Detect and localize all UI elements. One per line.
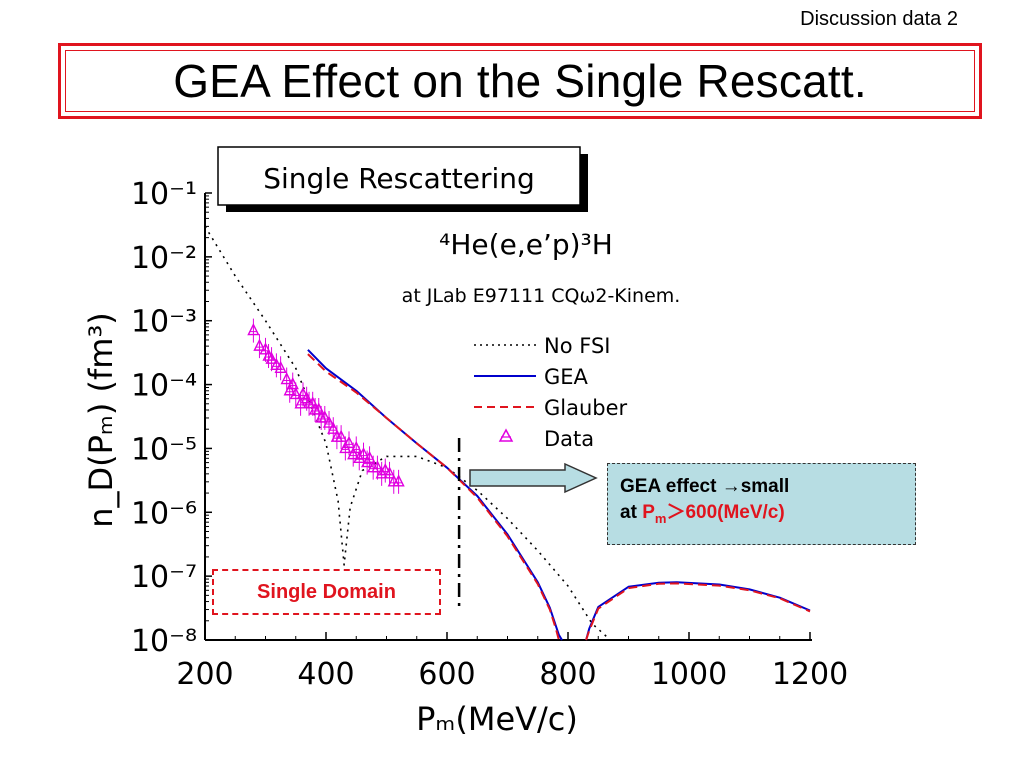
gea-effect-callout: GEA effect →small at Pm＞600(MeV/c) [607,463,916,545]
x-tick-group: 200 400 600 800 1000 1200 [176,632,848,692]
x-tick-label: 1200 [772,657,848,692]
callout-line-1: GEA effect →small [620,476,790,497]
y-tick-group: 10⁻¹ 10⁻² 10⁻³ 10⁻⁴ 10⁻⁵ 10⁻⁶ 10⁻⁷ 10⁻⁸ [131,177,212,659]
single-domain-box: Single Domain [212,569,441,615]
legend-label-no-fsi: No FSI [544,334,610,358]
kinematics-label: at JLab E97111 CQω2-Kinem. [402,285,681,307]
data-point-marker [247,318,260,343]
slide-title: GEA Effect on the Single Rescatt. [173,55,867,107]
single-domain-label: Single Domain [257,580,396,603]
panel-title-group: Single Rescattering [217,146,588,212]
y-axis-label: n_D(Pₘ) (fm³) [82,312,120,528]
y-tick-label: 10⁻⁴ [131,369,197,404]
legend-label-gea: GEA [544,365,589,389]
x-tick-label: 600 [418,657,475,692]
x-axis-label: Pₘ(MeV/c) [416,700,578,738]
callout-line-2: at Pm＞600(MeV/c) [620,500,903,532]
x-tick-label: 1000 [651,657,727,692]
x-tick-label: 200 [176,657,233,692]
y-tick-label: 10⁻⁶ [131,496,197,531]
legend-label-glauber: Glauber [544,396,628,420]
data-point-marker [289,382,302,407]
data-point-marker [265,347,278,372]
legend-label-data: Data [544,427,594,451]
data-point-marker [342,431,356,456]
data-point-marker [363,446,376,471]
slide-number-label: Discussion data 2 [800,8,958,30]
panel-title: Single Rescattering [263,162,535,195]
y-tick-label: 10⁻¹ [131,177,197,212]
x-tick-label: 400 [297,657,354,692]
data-point-marker [253,334,266,359]
y-tick-label: 10⁻³ [131,305,197,340]
data-point-marker [392,469,405,494]
legend: No FSI GEA Glauber Data [474,334,628,451]
callout-p: P [642,502,655,523]
legend-swatch-data [498,428,514,442]
y-tick-label: 10⁻⁵ [131,432,197,467]
slide-title-box: GEA Effect on the Single Rescatt. [58,43,982,119]
callout-threshold: ＞600(MeV/c) [666,502,785,523]
panel-title-box [217,146,581,206]
data-point-marker [334,425,348,450]
y-tick-label: 10⁻⁷ [131,560,197,595]
series-group [204,225,811,641]
data-point-marker [274,356,287,381]
callout-at: at [620,502,643,523]
data-point-marker [383,461,396,486]
y-tick-label: 10⁻² [131,241,197,276]
y-tick-label: 10⁻⁸ [131,624,197,659]
reaction-label: ⁴He(e,e’p)³H [439,228,613,261]
callout-sub: m [654,510,667,526]
x-tick-label: 800 [539,657,596,692]
arrow-icon [469,462,598,494]
series-line-glauber [307,353,811,641]
